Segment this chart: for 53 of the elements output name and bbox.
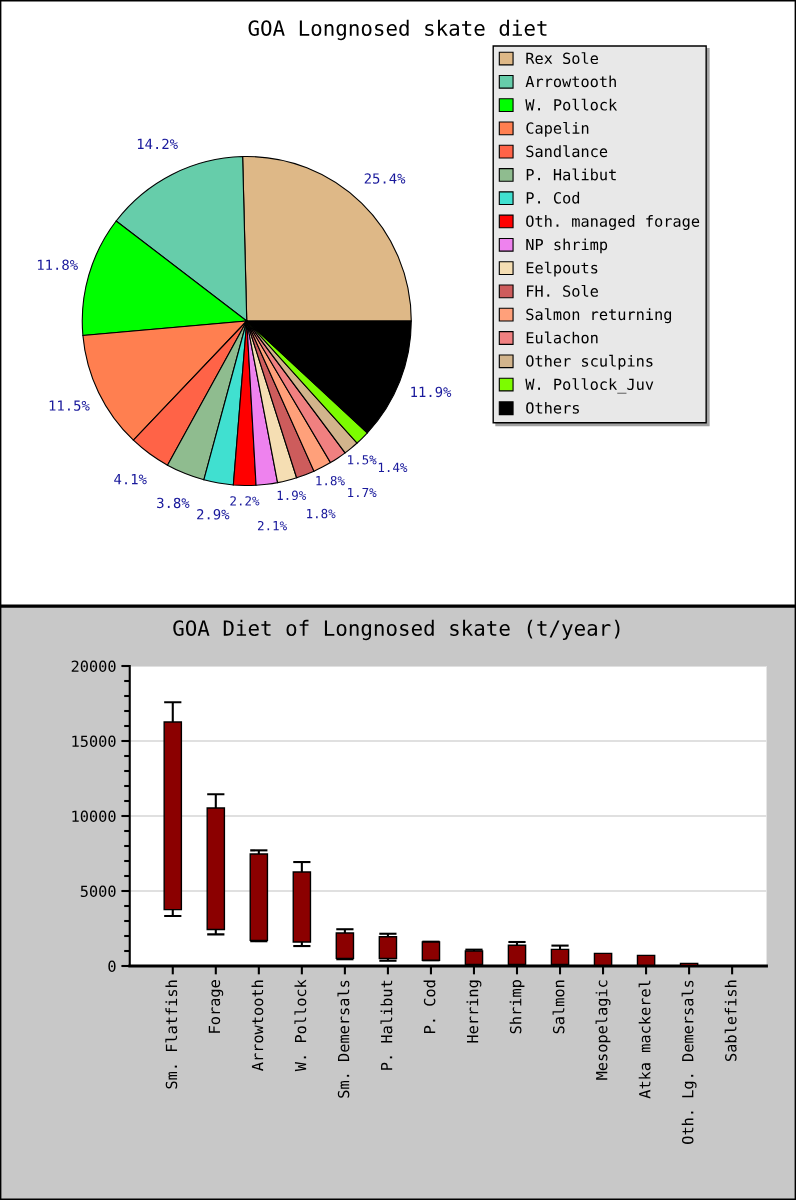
x-tick-label: Sm. Flatfish xyxy=(165,980,178,1089)
x-tick-label: Oth. Lg. Demersals xyxy=(681,980,697,1144)
data-label: 2.1% xyxy=(257,520,287,531)
y-tick-label: 15000 xyxy=(72,735,116,748)
y-tick-label: 10000 xyxy=(72,810,116,823)
legend-label: W. Pollock xyxy=(525,98,618,111)
chart-title: GOA Diet of Longnosed skate (t/year) xyxy=(173,619,620,641)
data-label: 11.8% xyxy=(37,259,78,270)
legend-label: Other sculpins xyxy=(526,354,653,370)
x-tick-label: Arrowtooth xyxy=(251,980,264,1071)
legend-label: Rex Sole xyxy=(526,52,598,65)
legend-label: W. Pollock_Juv xyxy=(525,378,654,394)
x-tick-label: Shrimp xyxy=(509,980,525,1034)
data-label: 11.5% xyxy=(49,400,90,411)
x-tick-label: Atka mackerel xyxy=(638,980,651,1099)
legend-label: Eulachon xyxy=(526,331,598,344)
data-label: 25.4% xyxy=(364,173,406,184)
x-tick-label: Sablefish xyxy=(724,980,737,1061)
data-label: 2.9% xyxy=(197,509,230,520)
data-label: 1.8% xyxy=(316,475,345,486)
data-label: 2.2% xyxy=(230,496,260,506)
y-tick-label: 5000 xyxy=(80,885,116,898)
data-label: 1.9% xyxy=(277,490,307,501)
data-label: 1.5% xyxy=(348,455,377,465)
y-tick-label: 0 xyxy=(108,960,116,973)
legend-label: P. Cod xyxy=(526,191,580,204)
x-tick-label: W. Pollock xyxy=(294,979,307,1072)
x-tick-label: Herring xyxy=(466,980,482,1043)
x-tick-label: P. Halibut xyxy=(380,980,393,1070)
data-label: 4.1% xyxy=(114,474,147,485)
legend-label: FH. Sole xyxy=(527,284,598,297)
chart-title: GOA Longnosed skate diet xyxy=(248,19,547,41)
legend-label: Arrowtooth xyxy=(525,75,616,88)
legend-label: Salmon returning xyxy=(526,308,672,324)
data-label: 14.2% xyxy=(137,138,178,149)
data-label: 1.7% xyxy=(348,487,377,498)
data-label: 11.9% xyxy=(411,386,452,398)
x-tick-label: Forage xyxy=(208,980,224,1033)
legend-label: NP shrimp xyxy=(526,238,608,254)
y-tick-label: 20000 xyxy=(71,660,116,673)
x-tick-label: Sm. Demersals xyxy=(337,980,350,1098)
x-tick-label: Mesopelagic xyxy=(595,980,611,1080)
legend-label: P. Halibut xyxy=(526,168,616,181)
legend-label: Sandlance xyxy=(526,145,608,158)
legend-label: Oth. managed forage xyxy=(526,215,700,231)
legend-label: Others xyxy=(526,401,579,414)
data-label: 1.8% xyxy=(307,508,336,519)
x-tick-label: Salmon xyxy=(552,980,565,1034)
x-tick-label: P. Cod xyxy=(423,980,436,1033)
legend-label: Capelin xyxy=(526,121,589,137)
data-label: 3.8% xyxy=(157,497,190,509)
data-label: 1.4% xyxy=(378,462,408,472)
legend-label: Eelpouts xyxy=(526,261,598,277)
